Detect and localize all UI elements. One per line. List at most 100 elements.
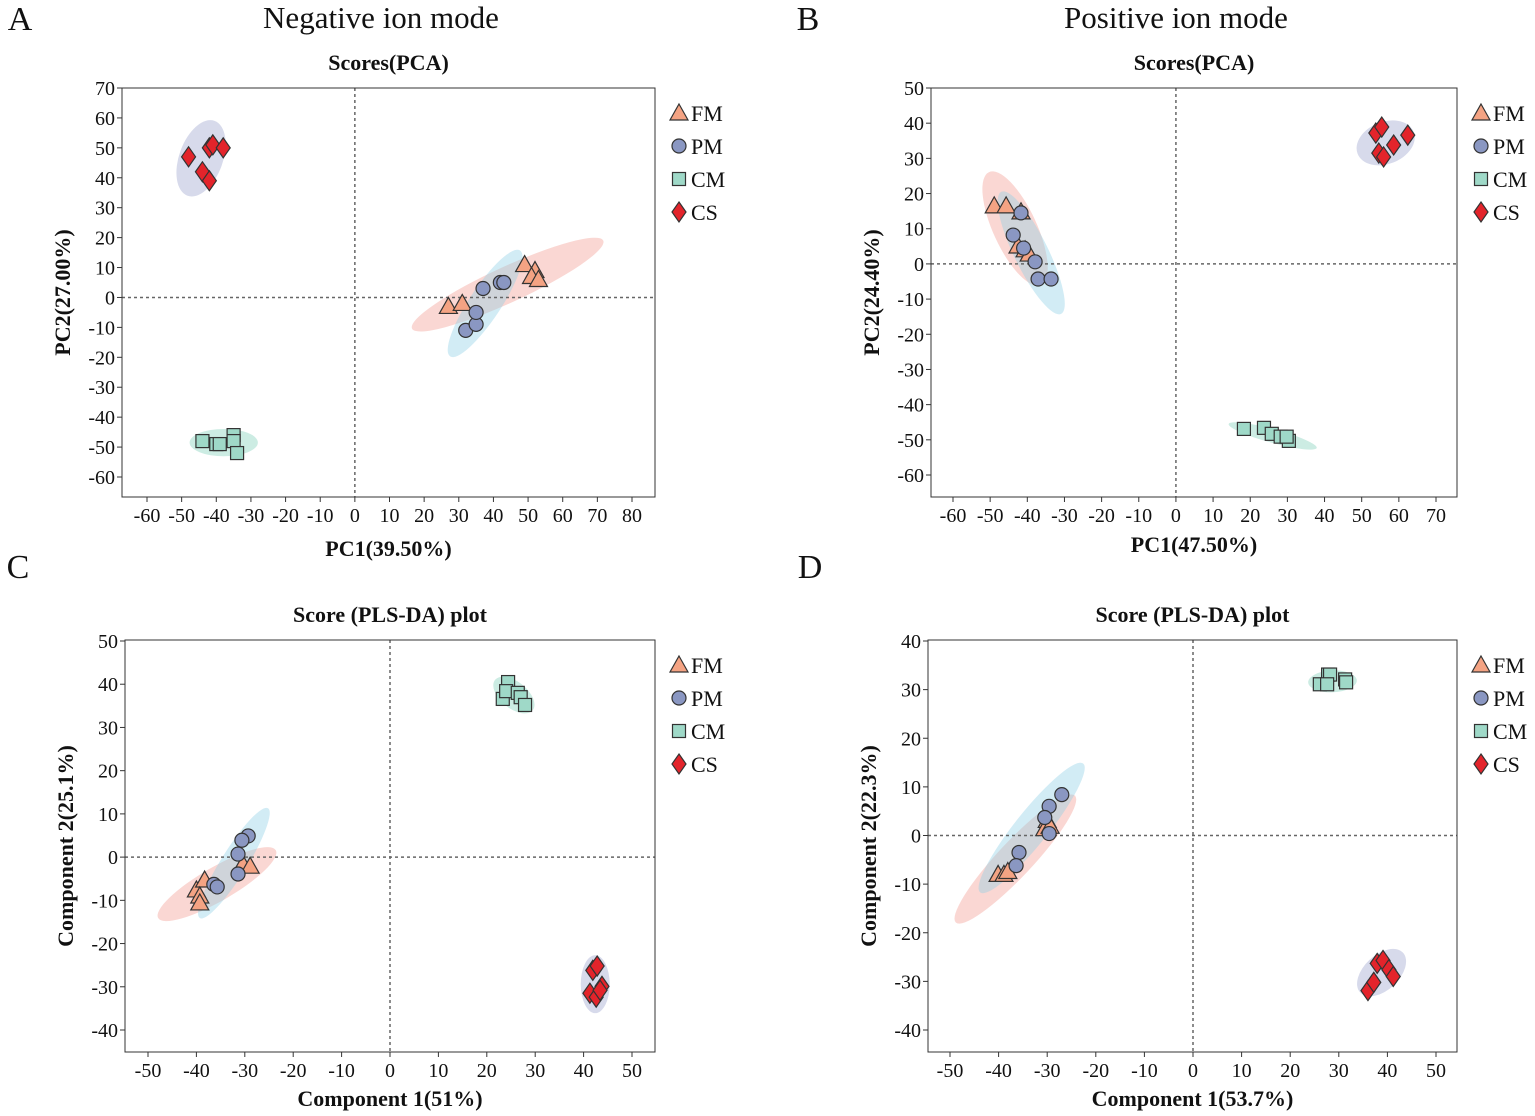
x-tick-label: 10 [428,1060,448,1082]
y-tick-label: 0 [108,847,118,869]
panel-B: B Scores(PCA) PC1(47.50%) PC2(24.40%) -60 -50… [797,1,1528,557]
chart-title: Scores(PCA) [328,50,449,75]
point-PM [209,879,225,895]
x-tick-label: -50 [135,1060,162,1082]
legend-label-PM: PM [691,134,723,159]
x-tick-label: -40 [183,1060,210,1082]
legend-marker-CM [671,171,687,187]
point-CS [205,133,221,156]
x-tick-label: 20 [477,1060,497,1082]
series-CM [195,428,245,461]
legend-label-CM: CM [1493,167,1527,192]
x-tick-label: 10 [1232,1060,1252,1082]
y-tick-label: -50 [897,430,924,452]
y-tick-label: 30 [98,717,118,739]
column-title-negative: Negative ion mode [263,0,499,35]
legend-marker-CS [671,200,687,224]
x-tick-label: 70 [587,505,607,527]
x-tick-label: 40 [574,1060,594,1082]
x-tick-label: -20 [1088,505,1115,527]
legend-marker-CM [671,723,687,739]
point-PM [1054,787,1070,803]
x-tick-label: -40 [1014,505,1041,527]
point-CM [226,433,241,449]
y-tick-label: 10 [95,258,115,280]
y-tick-label: 40 [901,631,921,653]
y-tick-label: -50 [88,437,115,459]
y-tick-label: 20 [98,761,118,783]
point-PM [230,866,246,882]
y-tick-label: 50 [904,78,924,100]
x-tick-label: 50 [518,505,538,527]
panel-letter: A [8,1,33,38]
y-tick-label: -30 [88,377,115,399]
x-tick-label: -20 [280,1060,307,1082]
x-tick-label: -20 [1082,1060,1109,1082]
legend-marker-CM [1473,171,1489,187]
y-tick-label: -20 [894,923,921,945]
x-tick-label: 10 [1203,505,1223,527]
point-CM [1338,675,1354,690]
x-tick-label: -50 [977,505,1004,527]
y-tick-label: 10 [901,777,921,799]
y-tick-label: -10 [894,874,921,896]
x-axis-label: Component 1(51%) [297,1086,482,1111]
x-tick-label: -40 [203,505,230,527]
point-FM [240,855,261,874]
x-tick-label: 30 [1329,1060,1349,1082]
y-tick-label: -30 [894,971,921,993]
x-tick-label: -20 [272,505,299,527]
ellipse-CS [1357,948,1407,997]
legend-label-FM: FM [691,101,723,126]
y-tick-label: -30 [897,359,924,381]
point-CS [1374,116,1390,139]
x-tick-label: -50 [937,1060,964,1082]
legend-label-CS: CS [691,200,718,225]
y-tick-label: -40 [897,395,924,417]
y-tick-label: 30 [901,680,921,702]
x-tick-label: 60 [553,505,573,527]
point-FM [438,296,459,315]
y-tick-label: -60 [897,465,924,487]
x-tick-label: 30 [449,505,469,527]
plot-frame [930,87,1458,498]
y-tick-label: -10 [91,890,118,912]
confidence-ellipses [954,670,1407,997]
legend-marker-PM [1473,690,1489,706]
y-tick-label: 50 [98,631,118,653]
legend-label-PM: PM [1493,134,1525,159]
x-tick-label: -30 [238,505,265,527]
x-axis-label: Component 1(53.7%) [1092,1086,1294,1111]
point-PM [1037,809,1053,826]
series-PM [1008,787,1070,874]
y-tick-label: -20 [88,347,115,369]
point-PM [475,280,491,297]
legend: FM PM CM CS [668,101,725,225]
ellipse-PM [978,762,1085,894]
x-axis-label: PC1(47.50%) [1131,532,1257,557]
legend-marker-FM [1470,102,1492,121]
x-tick-label: 40 [483,505,503,527]
panel-letter: B [797,1,820,38]
x-tick-label: 20 [414,505,434,527]
series-CM [1312,667,1354,692]
x-tick-label: -10 [328,1060,355,1082]
point-CM [1236,421,1252,437]
x-tick-label: -10 [1125,505,1152,527]
y-axis-label: PC2(24.40%) [859,229,884,355]
x-tick-label: 50 [1426,1060,1446,1082]
point-PM [1005,227,1021,243]
y-tick-label: 40 [98,674,118,696]
y-tick-label: 20 [95,228,115,250]
point-CM [517,697,533,713]
x-tick-label: 10 [380,505,400,527]
series-CM [1236,420,1296,448]
x-tick-label: 30 [525,1060,545,1082]
point-CS [589,954,605,978]
column-title-positive: Positive ion mode [1064,0,1288,35]
y-tick-label: -10 [88,317,115,339]
x-tick-label: 20 [1280,1060,1300,1082]
y-tick-label: -60 [88,467,115,489]
point-PM [1030,271,1046,287]
point-FM [514,254,535,273]
